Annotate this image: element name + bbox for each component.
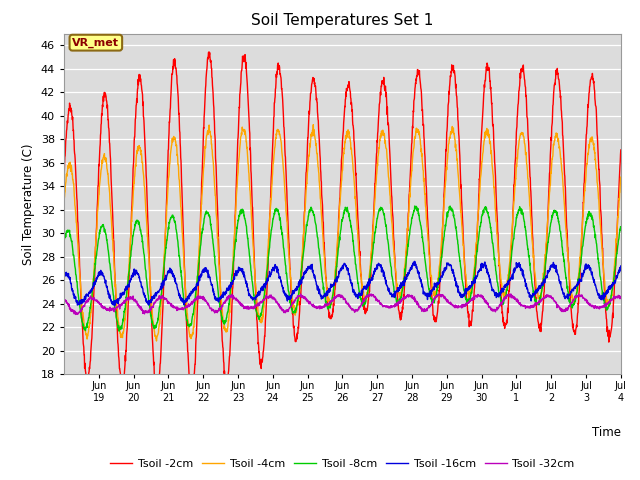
Tsoil -16cm <box>331 278 339 284</box>
Tsoil -2cm <box>499 319 507 325</box>
Text: Time: Time <box>592 426 621 439</box>
Tsoil -2cm <box>602 301 609 307</box>
Tsoil -8cm <box>115 328 123 334</box>
Tsoil -16cm <box>60 274 68 280</box>
Tsoil -8cm <box>316 256 324 262</box>
Tsoil -8cm <box>331 278 339 284</box>
Tsoil -32cm <box>331 294 339 300</box>
Text: VR_met: VR_met <box>72 37 119 48</box>
Legend: Tsoil -2cm, Tsoil -4cm, Tsoil -8cm, Tsoil -16cm, Tsoil -32cm: Tsoil -2cm, Tsoil -4cm, Tsoil -8cm, Tsoi… <box>106 455 579 474</box>
Line: Tsoil -32cm: Tsoil -32cm <box>64 294 621 314</box>
Tsoil -2cm <box>205 49 213 55</box>
Tsoil -4cm <box>152 338 160 344</box>
Tsoil -16cm <box>499 289 507 295</box>
Tsoil -2cm <box>188 391 196 396</box>
Tsoil -32cm <box>499 299 506 305</box>
Y-axis label: Soil Temperature (C): Soil Temperature (C) <box>22 143 35 265</box>
Tsoil -4cm <box>617 174 625 180</box>
Tsoil -4cm <box>602 289 609 295</box>
Line: Tsoil -2cm: Tsoil -2cm <box>64 52 621 394</box>
Tsoil -4cm <box>601 284 609 289</box>
Tsoil -8cm <box>602 304 609 310</box>
Tsoil -4cm <box>317 197 324 203</box>
Tsoil -4cm <box>88 292 96 298</box>
Tsoil -2cm <box>317 167 324 172</box>
Tsoil -8cm <box>499 300 507 306</box>
Tsoil -16cm <box>602 291 609 297</box>
Tsoil -32cm <box>316 303 324 309</box>
Tsoil -8cm <box>88 286 96 292</box>
Tsoil -4cm <box>310 122 317 128</box>
Tsoil -32cm <box>89 297 97 302</box>
Title: Soil Temperatures Set 1: Soil Temperatures Set 1 <box>252 13 433 28</box>
Tsoil -2cm <box>601 295 609 300</box>
Tsoil -2cm <box>60 174 68 180</box>
Line: Tsoil -8cm: Tsoil -8cm <box>64 206 621 331</box>
Tsoil -16cm <box>111 303 118 309</box>
Tsoil -2cm <box>617 147 625 153</box>
Tsoil -32cm <box>506 291 514 297</box>
Tsoil -4cm <box>332 267 339 273</box>
Tsoil -2cm <box>332 282 339 288</box>
Tsoil -16cm <box>411 258 419 264</box>
Line: Tsoil -4cm: Tsoil -4cm <box>64 125 621 341</box>
Tsoil -32cm <box>617 294 625 300</box>
Tsoil -2cm <box>88 322 96 328</box>
Tsoil -16cm <box>617 263 625 269</box>
Tsoil -16cm <box>601 294 609 300</box>
Tsoil -16cm <box>88 287 96 293</box>
Tsoil -32cm <box>72 312 79 317</box>
Line: Tsoil -16cm: Tsoil -16cm <box>64 261 621 306</box>
Tsoil -32cm <box>602 301 609 307</box>
Tsoil -8cm <box>617 224 625 230</box>
Tsoil -4cm <box>499 292 507 298</box>
Tsoil -8cm <box>60 240 68 245</box>
Tsoil -8cm <box>601 302 609 308</box>
Tsoil -32cm <box>601 301 609 307</box>
Tsoil -8cm <box>411 203 419 209</box>
Tsoil -32cm <box>60 297 68 303</box>
Tsoil -4cm <box>60 200 68 206</box>
Tsoil -16cm <box>316 291 324 297</box>
